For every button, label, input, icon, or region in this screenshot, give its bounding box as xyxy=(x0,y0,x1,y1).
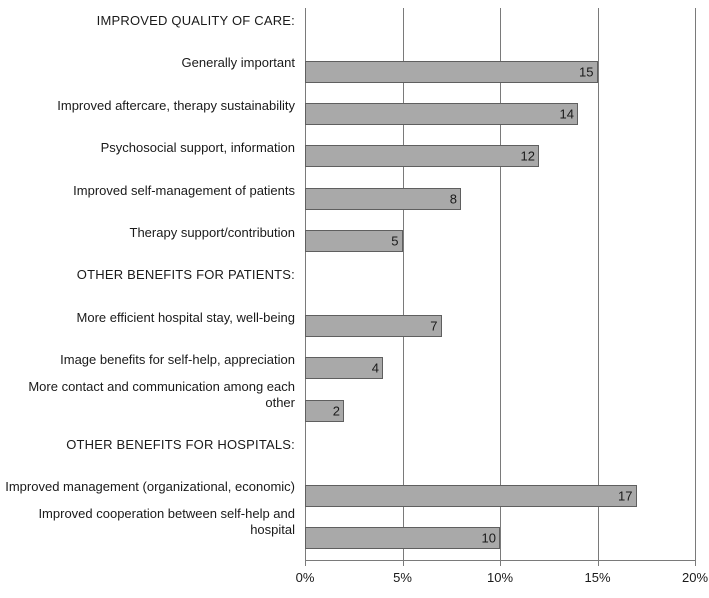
x-tick-label: 20% xyxy=(682,570,708,585)
bar-label: Improved aftercare, therapy sustainabili… xyxy=(5,98,305,114)
bar-value: 12 xyxy=(521,149,535,164)
bar-value: 10 xyxy=(482,531,496,546)
plot-area: 0%5%10%15%20%IMPROVED QUALITY OF CARE:Ge… xyxy=(305,8,695,560)
bar xyxy=(305,230,403,252)
bar-label: Generally important xyxy=(5,55,305,71)
bar-label: Psychosocial support, information xyxy=(5,140,305,156)
bar xyxy=(305,61,598,83)
bar-label: Improved cooperation between self-help a… xyxy=(5,506,305,539)
bar xyxy=(305,485,637,507)
bar xyxy=(305,527,500,549)
bar-label: Image benefits for self-help, appreciati… xyxy=(5,352,305,368)
x-tick xyxy=(695,560,696,566)
section-header-label: OTHER BENEFITS FOR HOSPITALS: xyxy=(5,437,305,453)
x-tick-label: 5% xyxy=(393,570,412,585)
gridline xyxy=(598,8,599,560)
bar-label: More contact and communication among eac… xyxy=(5,378,305,411)
bar-value: 14 xyxy=(560,107,574,122)
bar-value: 5 xyxy=(391,234,398,249)
bar-value: 2 xyxy=(333,403,340,418)
bar-value: 17 xyxy=(618,488,632,503)
gridline xyxy=(305,8,306,560)
bar xyxy=(305,315,442,337)
bar-value: 4 xyxy=(372,361,379,376)
bar-label: Improved self-management of patients xyxy=(5,183,305,199)
bar-value: 7 xyxy=(430,319,437,334)
x-tick-label: 15% xyxy=(584,570,610,585)
x-axis-line xyxy=(305,560,695,561)
bar xyxy=(305,103,578,125)
bar-label: More efficient hospital stay, well-being xyxy=(5,310,305,326)
gridline xyxy=(403,8,404,560)
bar-label: Improved management (organizational, eco… xyxy=(5,479,305,495)
x-tick-label: 0% xyxy=(296,570,315,585)
bar xyxy=(305,145,539,167)
gridline xyxy=(500,8,501,560)
section-header-label: OTHER BENEFITS FOR PATIENTS: xyxy=(5,267,305,283)
bar-value: 15 xyxy=(579,64,593,79)
bar-label: Therapy support/contribution xyxy=(5,225,305,241)
bar-value: 8 xyxy=(450,191,457,206)
bar xyxy=(305,188,461,210)
bar-chart: 0% 5% 10% 15% 20% IMPROVED QUALITY OF CARE: Ge… xyxy=(0,0,709,598)
gridline xyxy=(695,8,696,560)
x-tick-label: 10% xyxy=(487,570,513,585)
section-header-label: IMPROVED QUALITY OF CARE: xyxy=(5,13,305,29)
